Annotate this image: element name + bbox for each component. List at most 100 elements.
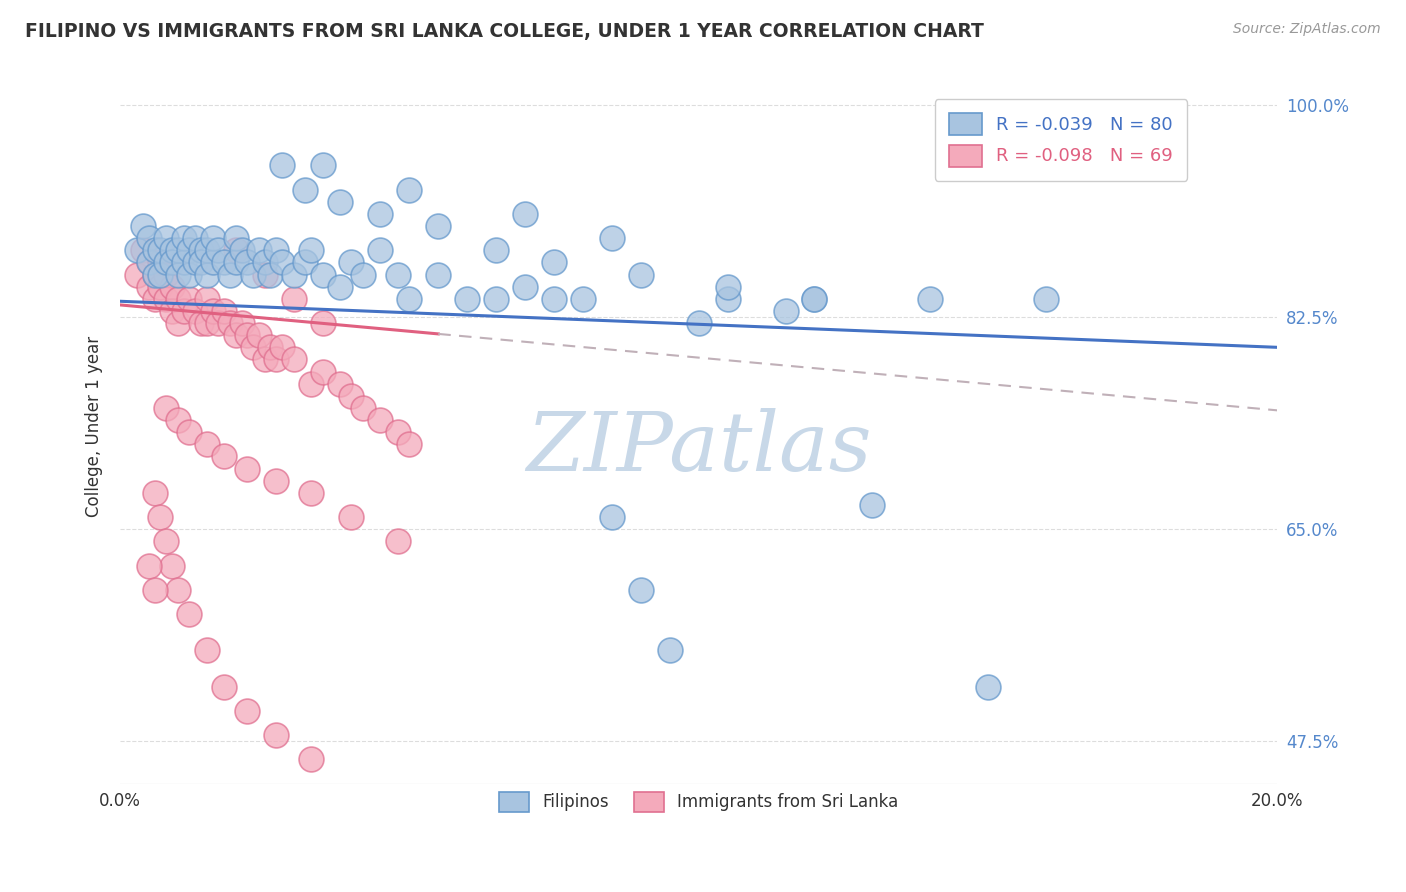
Point [143, 582, 166, 597]
Point [485, 292, 508, 306]
Point [179, 292, 201, 306]
Point [352, 268, 374, 282]
Point [179, 268, 201, 282]
Point [1035, 292, 1057, 306]
Point [155, 534, 177, 549]
Point [155, 231, 177, 245]
Point [236, 704, 259, 718]
Point [236, 461, 259, 475]
Point [190, 316, 212, 330]
Text: Source: ZipAtlas.com: Source: ZipAtlas.com [1233, 22, 1381, 37]
Point [398, 292, 420, 306]
Point [149, 244, 172, 258]
Point [398, 437, 420, 451]
Point [127, 268, 149, 282]
Point [207, 244, 229, 258]
Point [311, 316, 333, 330]
Point [195, 437, 218, 451]
Point [920, 292, 942, 306]
Point [138, 231, 160, 245]
Point [630, 268, 652, 282]
Point [329, 376, 352, 391]
Point [173, 304, 195, 318]
Point [166, 413, 188, 427]
Point [231, 244, 253, 258]
Point [212, 304, 235, 318]
Point [179, 425, 201, 440]
Point [212, 680, 235, 694]
Point [264, 474, 287, 488]
Point [688, 316, 710, 330]
Y-axis label: College, Under 1 year: College, Under 1 year [86, 335, 103, 516]
Point [294, 255, 316, 269]
Point [149, 255, 172, 269]
Point [149, 268, 172, 282]
Point [160, 304, 183, 318]
Text: ZIPatlas: ZIPatlas [526, 408, 872, 488]
Point [630, 582, 652, 597]
Point [219, 316, 242, 330]
Point [717, 279, 740, 293]
Point [160, 558, 183, 573]
Point [329, 279, 352, 293]
Point [149, 510, 172, 524]
Point [311, 365, 333, 379]
Point [283, 352, 305, 367]
Point [155, 268, 177, 282]
Point [803, 292, 825, 306]
Point [190, 244, 212, 258]
Point [236, 328, 259, 343]
Point [132, 244, 155, 258]
Point [138, 279, 160, 293]
Point [166, 582, 188, 597]
Point [173, 255, 195, 269]
Point [370, 413, 392, 427]
Point [166, 268, 188, 282]
Point [427, 268, 450, 282]
Point [340, 389, 363, 403]
Point [387, 268, 409, 282]
Point [143, 244, 166, 258]
Point [138, 558, 160, 573]
Point [299, 376, 322, 391]
Point [212, 255, 235, 269]
Point [311, 268, 333, 282]
Point [860, 498, 883, 512]
Point [201, 304, 224, 318]
Point [264, 728, 287, 742]
Point [132, 219, 155, 233]
Point [253, 255, 276, 269]
Point [190, 255, 212, 269]
Point [264, 352, 287, 367]
Point [236, 255, 259, 269]
Point [195, 244, 218, 258]
Point [225, 244, 247, 258]
Point [195, 643, 218, 657]
Point [247, 244, 270, 258]
Point [166, 292, 188, 306]
Point [212, 450, 235, 464]
Legend: Filipinos, Immigrants from Sri Lanka: Filipinos, Immigrants from Sri Lanka [485, 779, 912, 825]
Point [427, 219, 450, 233]
Point [160, 279, 183, 293]
Point [370, 244, 392, 258]
Point [253, 268, 276, 282]
Point [513, 279, 536, 293]
Point [456, 292, 478, 306]
Point [225, 255, 247, 269]
Point [231, 316, 253, 330]
Point [242, 340, 264, 354]
Point [803, 292, 825, 306]
Point [299, 244, 322, 258]
Point [271, 255, 294, 269]
Point [513, 207, 536, 221]
Point [387, 425, 409, 440]
Point [149, 279, 172, 293]
Point [340, 510, 363, 524]
Point [370, 207, 392, 221]
Point [127, 244, 149, 258]
Point [195, 292, 218, 306]
Point [264, 244, 287, 258]
Point [138, 255, 160, 269]
Point [485, 244, 508, 258]
